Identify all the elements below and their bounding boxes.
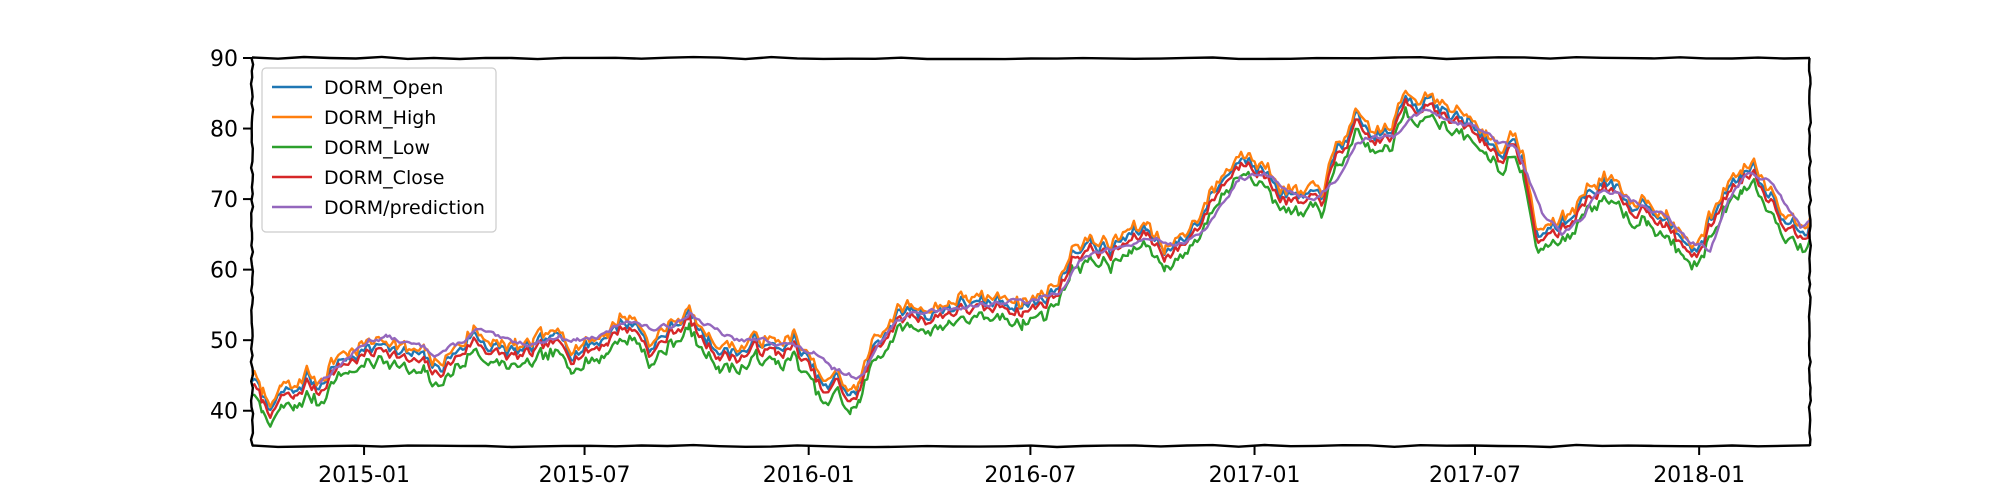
series-line-dorm-open (251, 93, 1812, 412)
frame-left (249, 57, 255, 447)
y-tick-label: 80 (210, 118, 238, 143)
x-tick-label: 2015-07 (539, 463, 631, 488)
x-tick-label: 2016-07 (984, 463, 1076, 488)
y-tick-label: 70 (210, 188, 238, 213)
plot-frame (249, 55, 1813, 449)
y-tick-label: 50 (210, 329, 238, 354)
legend-label: DORM_Low (324, 137, 430, 159)
y-axis: 40 50 60 70 80 90 (210, 47, 252, 425)
frame-top (251, 55, 1811, 61)
series-line-dorm-prediction (318, 108, 1811, 385)
legend-label: DORM/prediction (324, 197, 485, 219)
legend: DORM_Open DORM_High DORM_Low DORM_Close DORM… (261, 67, 497, 233)
legend-label: DORM_Close (324, 167, 444, 189)
x-tick-label: 2017-07 (1429, 463, 1521, 488)
frame-bottom (251, 443, 1811, 449)
y-tick-label: 60 (210, 259, 238, 284)
legend-box (261, 67, 497, 233)
series-line-dorm-close (251, 97, 1812, 419)
legend-label: DORM_High (324, 107, 436, 129)
x-tick-label: 2015-01 (318, 463, 410, 488)
x-tick-label: 2017-01 (1209, 463, 1301, 488)
legend-label: DORM_Open (324, 77, 443, 99)
x-tick-label: 2018-01 (1653, 463, 1745, 488)
x-axis: 2015-01 2015-07 2016-01 2016-07 2017-01 2017-… (318, 446, 1745, 488)
x-tick-label: 2016-01 (763, 463, 855, 488)
series-line-dorm-low (251, 106, 1812, 428)
y-tick-label: 40 (210, 400, 238, 425)
frame-right (1807, 57, 1813, 447)
y-tick-label: 90 (210, 47, 238, 72)
series-layer (250, 89, 1812, 428)
